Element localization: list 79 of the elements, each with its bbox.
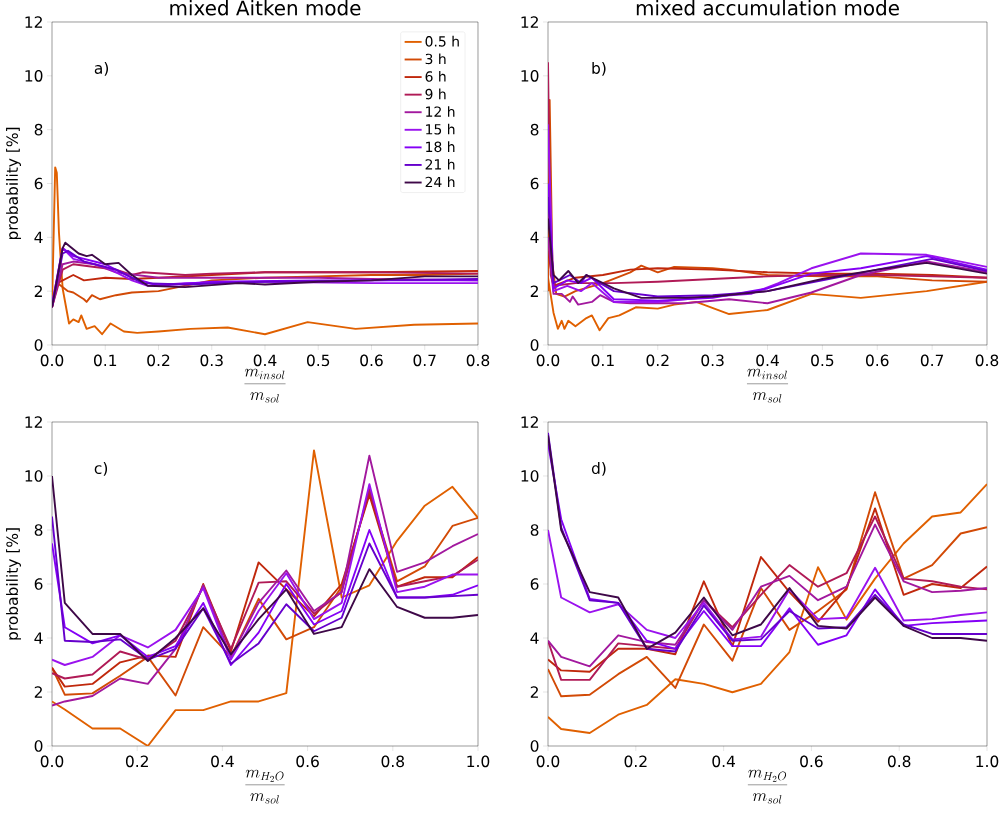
x-tick-label: 0.3	[701, 354, 724, 367]
y-tick-label: 8	[34, 123, 43, 136]
annotation: b)	[592, 61, 606, 76]
x-tick-label: 0.2	[624, 755, 647, 768]
x-axis-title: $\frac{m_{insol}}{m_{sol}}$	[244, 368, 286, 403]
legend-label: 6 h	[425, 71, 446, 82]
x-tick-label: 0.4	[712, 755, 736, 768]
legend-label: 3 h	[425, 53, 446, 65]
y-tick-label: 8	[34, 524, 43, 536]
x-tick-label: 0.6	[865, 354, 889, 367]
chart-title: mixed Aitken mode	[170, 0, 361, 16]
x-tick-label: 0.4	[211, 755, 234, 768]
x-tick-label: 0.1	[591, 354, 614, 367]
y-tick-label: 12	[521, 416, 538, 428]
y-tick-label: 0	[34, 339, 43, 351]
x-tick-label: 0.4	[253, 354, 277, 367]
legend-label: 18 h	[426, 141, 455, 153]
legend-label: 24 h	[425, 176, 455, 188]
x-tick-label: 0.8	[466, 354, 490, 367]
x-tick-label: 0.8	[975, 354, 999, 367]
y-axis-title: probability [%]	[6, 528, 21, 640]
y-tick-label: 10	[521, 69, 539, 82]
x-tick-label: 0.7	[413, 354, 436, 367]
y-tick-label: 10	[25, 470, 43, 482]
x-tick-label: 0.0	[40, 354, 64, 367]
y-tick-label: 8	[530, 524, 539, 536]
x-tick-label: 0.7	[920, 354, 944, 367]
y-tick-label: 4	[34, 632, 43, 644]
x-tick-label: 0.6	[360, 354, 383, 367]
y-tick-label: 10	[25, 69, 43, 82]
y-tick-label: 4	[530, 632, 539, 644]
annotation: d)	[591, 462, 606, 476]
x-tick-label: 0.2	[147, 354, 170, 367]
x-tick-label: 0.0	[40, 755, 64, 768]
y-tick-label: 0	[530, 740, 539, 752]
x-tick-label: 0.4	[756, 354, 779, 367]
y-tick-label: 2	[530, 285, 538, 297]
x-tick-label: 0.5	[306, 354, 330, 367]
y-tick-label: 2	[34, 686, 42, 698]
x-tick-label: 1.0	[976, 755, 999, 768]
legend-label: 0.5 h	[425, 35, 459, 47]
x-tick-label: 0.5	[811, 354, 834, 367]
x-axis-title: $\frac{m_{H_2O}}{m_{sol}}$	[245, 769, 285, 804]
legend-label: 12 h	[426, 106, 455, 117]
y-tick-label: 0	[34, 740, 43, 752]
y-tick-label: 4	[530, 231, 539, 243]
y-tick-label: 6	[34, 177, 43, 190]
x-axis-title: $\frac{m_{insol}}{m_{sol}}$	[746, 368, 789, 403]
y-tick-label: 8	[530, 123, 539, 136]
y-tick-label: 2	[530, 686, 538, 698]
y-tick-label: 0	[530, 339, 539, 351]
y-tick-label: 2	[34, 285, 42, 297]
y-tick-label: 12	[25, 416, 42, 428]
y-tick-label: 6	[530, 177, 539, 190]
x-tick-label: 0.6	[296, 755, 319, 768]
legend-label: 15 h	[426, 123, 455, 135]
annotation: a)	[94, 61, 109, 76]
x-tick-label: 1.0	[467, 755, 490, 768]
x-tick-label: 0.0	[536, 755, 560, 768]
y-tick-label: 12	[521, 16, 538, 28]
y-tick-label: 12	[25, 16, 42, 28]
legend-label: 9 h	[425, 88, 446, 100]
y-tick-label: 10	[521, 470, 539, 482]
legend-label: 21 h	[425, 158, 455, 170]
x-tick-label: 0.1	[93, 354, 117, 367]
x-tick-label: 0.6	[800, 755, 823, 768]
x-tick-label: 0.0	[536, 354, 560, 367]
y-tick-label: 4	[34, 231, 43, 243]
y-axis-title: probability [%]	[6, 127, 21, 240]
x-tick-label: 0.2	[125, 755, 148, 768]
chart-title: mixed accumulation mode	[636, 0, 899, 16]
x-tick-label: 0.8	[381, 755, 405, 768]
y-tick-label: 6	[530, 578, 539, 590]
annotation: c)	[94, 462, 108, 476]
x-tick-label: 0.2	[646, 354, 669, 367]
x-tick-label: 0.3	[200, 354, 223, 367]
y-tick-label: 6	[34, 578, 43, 590]
x-axis-title: $\frac{m_{H_2O}}{m_{sol}}$	[747, 769, 788, 804]
x-tick-label: 0.8	[887, 755, 911, 768]
